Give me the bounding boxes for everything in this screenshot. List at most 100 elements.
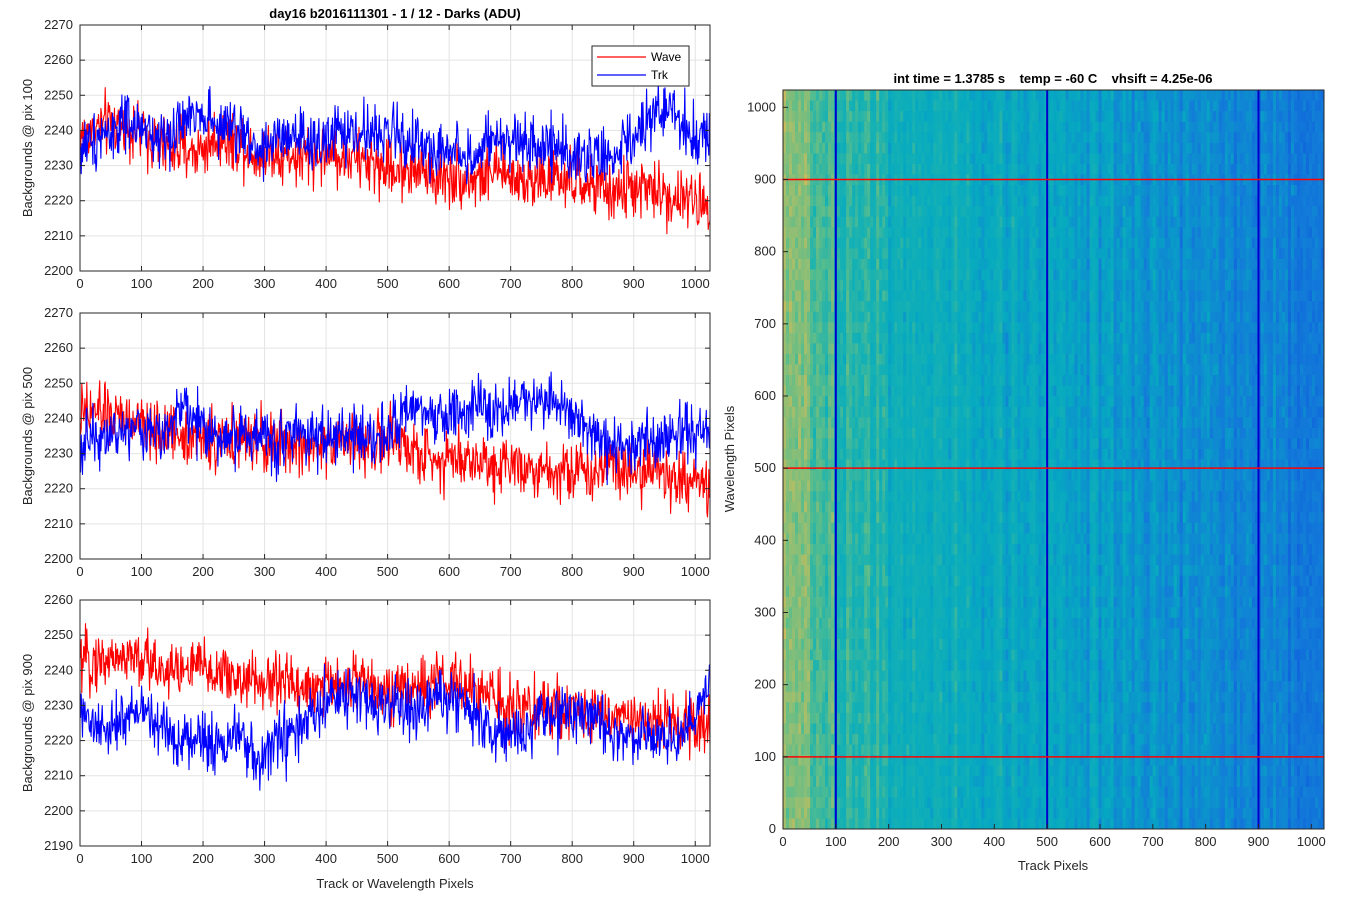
heatmap-cell [849, 522, 853, 534]
heatmap-cell [783, 258, 787, 271]
heatmap-cell [807, 448, 811, 461]
heatmap-cell [861, 765, 865, 777]
heatmap-cell [798, 459, 802, 471]
heatmap-cell [831, 132, 835, 144]
heatmap-cell [849, 132, 853, 144]
heatmap-cell [858, 501, 862, 513]
heatmap-cell [813, 100, 817, 112]
heatmap-cell [849, 638, 853, 651]
heatmap-cell [801, 142, 805, 154]
heatmap-cell [855, 301, 859, 313]
heatmap-cell [813, 681, 817, 693]
heatmap-cell [840, 216, 844, 228]
heatmap-cell [861, 712, 865, 725]
heatmap-cell [795, 617, 799, 630]
heatmap-cell [810, 628, 814, 640]
heatmap-cell [792, 681, 796, 693]
x-tick-label: 500 [377, 276, 399, 291]
heatmap-cell [789, 554, 793, 566]
heatmap-cell [837, 522, 841, 534]
heatmap-cell [822, 100, 826, 112]
heatmap-cell [858, 163, 862, 176]
heatmap-cell [786, 638, 790, 651]
heatmap-cell [855, 776, 859, 788]
heatmap-cell [849, 786, 853, 798]
heatmap-cell [849, 712, 853, 725]
heatmap-cell [786, 491, 790, 503]
heatmap-cell [786, 206, 790, 218]
heatmap-cell [804, 543, 808, 556]
heatmap-cell [831, 332, 835, 344]
heatmap-cell [825, 417, 829, 429]
x-tick-label: 700 [500, 276, 522, 291]
heatmap-cell [795, 111, 799, 123]
heatmap-cell [855, 786, 859, 798]
heatmap-cell [804, 818, 808, 829]
heatmap-cell [846, 311, 850, 323]
x-axis-label-line-plots: Track or Wavelength Pixels [316, 876, 474, 891]
heatmap-cell [807, 702, 811, 714]
heatmap-cell [807, 470, 811, 482]
heatmap-cell [837, 290, 841, 302]
heatmap-cell [783, 681, 787, 693]
heatmap-cell [783, 206, 787, 218]
heatmap-cell [819, 596, 823, 608]
heatmap-cell [798, 702, 802, 714]
heatmap-cell [861, 818, 865, 829]
heatmap-cell [786, 480, 790, 492]
heatmap-cell [786, 586, 790, 598]
heatmap-cell [810, 776, 814, 788]
heatmap-cell [849, 396, 853, 408]
heatmap-cell [828, 332, 832, 344]
heatmap-cell [837, 269, 841, 281]
heatmap-cell [843, 332, 847, 344]
heatmap-cell [867, 185, 871, 197]
heatmap-cell [840, 269, 844, 281]
heatmap-cell [825, 786, 829, 798]
heatmap-cell [822, 712, 826, 725]
heatmap-cell [867, 427, 871, 439]
heatmap-cell [849, 733, 853, 746]
heatmap-cell [843, 111, 847, 123]
heatmap-cell [852, 660, 856, 672]
heatmap-cell [864, 575, 868, 587]
heatmap-cell [819, 111, 823, 123]
heatmap-cell [816, 797, 820, 809]
heatmap-cell [801, 406, 805, 418]
heatmap-cell [795, 596, 799, 608]
heatmap-cell [795, 343, 799, 355]
heatmap-cell [828, 797, 832, 809]
heatmap-cell [813, 438, 817, 450]
heatmap-cell [816, 353, 820, 366]
heatmap-cell [813, 206, 817, 218]
heatmap-cell [828, 744, 832, 756]
heatmap-cell [855, 733, 859, 746]
heatmap-cell [795, 660, 799, 672]
heatmap-cell [864, 111, 868, 123]
heatmap-cell [831, 375, 835, 387]
heatmap-cell [852, 733, 856, 746]
heatmap-cell [789, 765, 793, 777]
heatmap-cell [804, 227, 808, 239]
heatmap-cell [810, 195, 814, 207]
heatmap-cell [861, 501, 865, 513]
heatmap-cell [816, 491, 820, 503]
heatmap-cell [804, 375, 808, 387]
heatmap-cell [843, 385, 847, 397]
heatmap-cell [804, 353, 808, 366]
heatmap-cell [855, 375, 859, 387]
heatmap-cell [825, 111, 829, 123]
heatmap-cell [786, 301, 790, 313]
heatmap-cell [861, 607, 865, 619]
heatmap-cell [861, 396, 865, 408]
heatmap-cell [783, 691, 787, 703]
heatmap-cell [819, 322, 823, 334]
heatmap-cell [822, 617, 826, 630]
heatmap-cell [798, 512, 802, 524]
x-tick-label: 900 [623, 276, 645, 291]
heatmap-cell [786, 406, 790, 418]
heatmap-cell [861, 723, 865, 735]
heatmap-cell [849, 649, 853, 661]
heatmap-cell [849, 660, 853, 672]
heatmap-cell [849, 438, 853, 450]
